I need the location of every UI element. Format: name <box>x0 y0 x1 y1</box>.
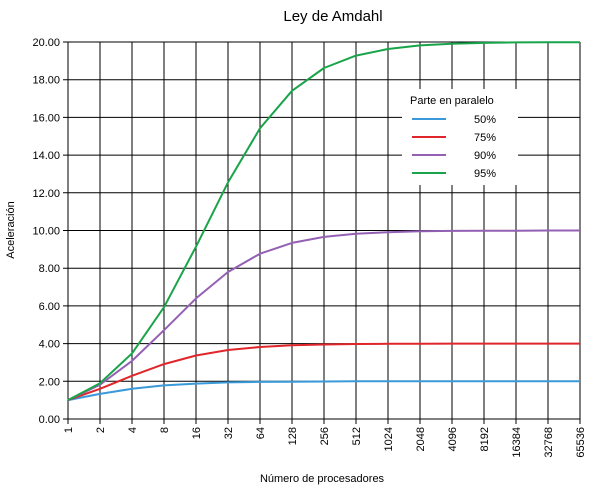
series-line-90pct <box>67 229 580 402</box>
y-tick-label: 0.00 <box>39 414 60 426</box>
x-tick-label: 32768 <box>543 427 555 458</box>
x-tick-labels: 1 2 4 8 16 32 64 128 256 512 1024 2048 4096 8192 16384… <box>63 427 587 458</box>
y-tick-label: 10.00 <box>32 226 60 238</box>
x-tick-label: 16 <box>191 427 203 439</box>
legend-label: 95% <box>474 168 496 180</box>
x-tick-label: 32 <box>223 427 235 439</box>
y-axis-label: Aceleración <box>5 201 17 258</box>
x-tick-label: 1024 <box>383 427 395 451</box>
x-tick-label: 8192 <box>479 427 491 451</box>
x-tick-label: 64 <box>255 427 267 439</box>
x-tick-label: 512 <box>351 427 363 445</box>
x-tick-label: 2 <box>95 427 107 433</box>
series-line-95pct <box>67 41 580 401</box>
legend-title: Parte en paralelo <box>410 95 494 107</box>
x-tick-label: 2048 <box>415 427 427 451</box>
legend-label: 75% <box>474 132 496 144</box>
y-tick-label: 4.00 <box>39 339 60 351</box>
y-tick-label: 6.00 <box>39 301 60 313</box>
x-tick-label: 4096 <box>447 427 459 451</box>
y-tick-label: 18.00 <box>32 75 60 87</box>
y-tick-labels: 0.00 2.00 4.00 6.00 8.00 10.00 12.00 14.00 16.00… <box>32 37 60 426</box>
x-tick-label: 65536 <box>575 427 587 458</box>
x-tick-label: 4 <box>127 427 139 433</box>
legend: Parte en paralelo 50% 75% 90% 95% <box>402 89 518 185</box>
x-tick-label: 1 <box>63 427 75 433</box>
series-lines <box>67 41 580 402</box>
y-tick-label: 8.00 <box>39 263 60 275</box>
y-tick-label: 20.00 <box>32 37 60 49</box>
legend-label: 50% <box>474 114 496 126</box>
y-tick-label: 2.00 <box>39 376 60 388</box>
x-tick-label: 8 <box>159 427 171 433</box>
y-tick-label: 16.00 <box>32 112 60 124</box>
y-tick-label: 12.00 <box>32 188 60 200</box>
legend-label: 90% <box>474 150 496 162</box>
x-tick-label: 16384 <box>511 427 523 458</box>
series-line-50pct <box>67 380 580 402</box>
x-tick-label: 128 <box>287 427 299 445</box>
x-tick-label: 256 <box>319 427 331 445</box>
chart-title: Ley de Amdahl <box>283 8 382 25</box>
y-tick-label: 14.00 <box>32 150 60 162</box>
x-axis-label: Número de procesadores <box>260 473 385 485</box>
series-line-75pct <box>67 342 580 402</box>
